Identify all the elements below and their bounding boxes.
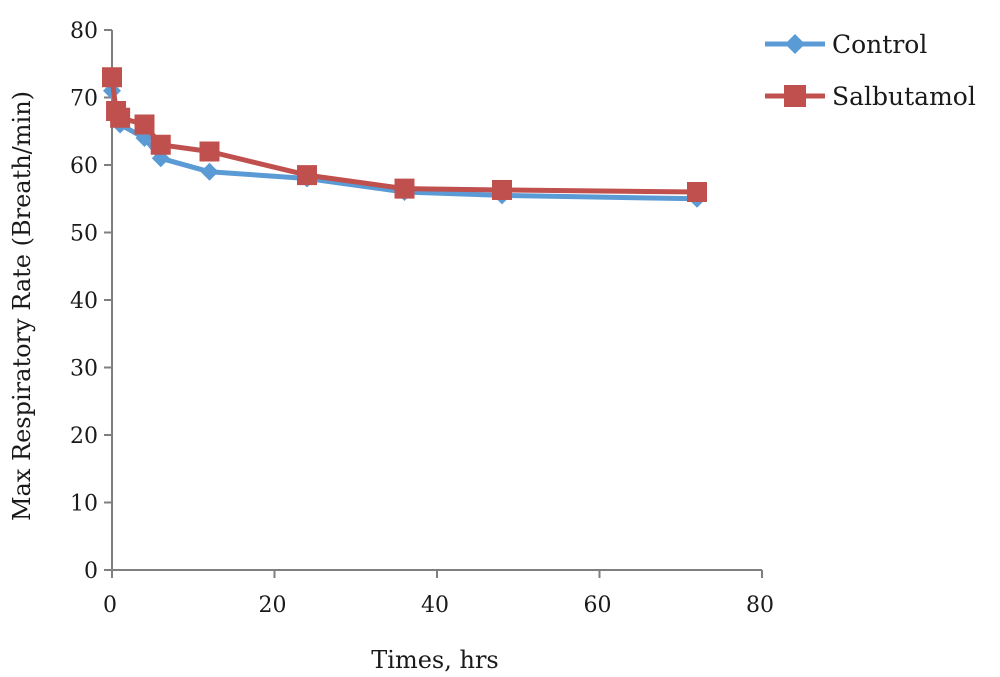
x-tick-label: 40 (421, 593, 449, 618)
x-tick-label: 60 (584, 593, 612, 618)
x-axis-title: Times, hrs (371, 646, 498, 674)
legend-control-label: Control (832, 30, 927, 59)
salbutamol-point (134, 114, 155, 135)
legend: Control Salbutamol (765, 30, 976, 111)
legend-item-control: Control (765, 30, 927, 59)
salbutamol-point (150, 134, 171, 155)
series-layer (102, 67, 707, 208)
salbutamol-point (492, 179, 512, 200)
salbutamol-point (102, 67, 122, 88)
salbutamol-series-line (109, 74, 700, 195)
y-tick-label: 40 (70, 289, 98, 314)
x-tick-label: 0 (103, 593, 117, 618)
salbutamol-point (687, 182, 707, 202)
y-tick-label: 80 (70, 19, 98, 44)
y-tick-label: 60 (70, 154, 98, 179)
salbutamol-point (297, 165, 317, 186)
y-tick-label: 0 (84, 559, 98, 584)
y-tick-label: 20 (70, 424, 98, 449)
legend-salbutamol-square-marker (784, 85, 806, 107)
salbutamol-point (199, 141, 220, 162)
salbutamol-point (394, 178, 415, 199)
x-tick-label: 20 (259, 593, 287, 618)
control-point (200, 162, 219, 181)
y-tick-label: 50 (70, 222, 98, 247)
y-tick-label: 70 (70, 87, 98, 112)
salbutamol-point (110, 107, 131, 128)
x-tick-label: 80 (746, 593, 774, 618)
legend-control-diamond-marker (785, 34, 805, 54)
y-axis-title: Max Respiratory Rate (Breath/min) (8, 91, 36, 521)
x-tick-group: 0 20 40 60 80 (103, 570, 774, 618)
y-tick-label: 10 (70, 492, 98, 517)
y-tick-group: 0 10 20 30 40 50 60 70 80 (70, 19, 112, 584)
y-tick-label: 30 (70, 357, 98, 382)
legend-item-salbutamol: Salbutamol (765, 82, 976, 111)
legend-salbutamol-label: Salbutamol (832, 82, 976, 111)
